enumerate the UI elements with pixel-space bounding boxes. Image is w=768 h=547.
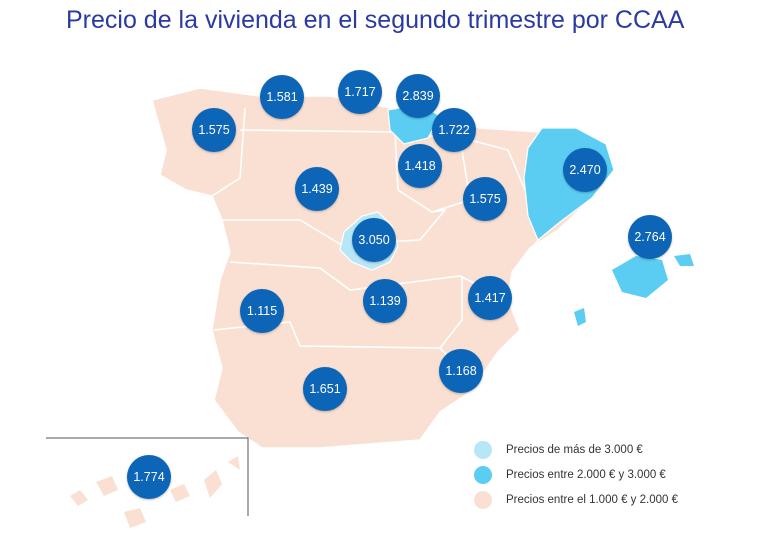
legend-label: Precios entre 2.000 € y 3.000 € [506, 468, 666, 481]
legend-swatch-blue [474, 465, 492, 484]
bubble-valencia: 1.417 [468, 276, 512, 320]
bubble-andalucia: 1.651 [303, 367, 347, 411]
bubble-murcia: 1.168 [439, 349, 483, 393]
bubble-extremadura: 1.115 [240, 289, 284, 333]
map-title: Precio de la vivienda en el segundo trim… [66, 6, 685, 34]
legend-swatch-peach [474, 490, 492, 509]
legend-item: Precios entre el 1.000 € y 2.000 € [474, 487, 678, 512]
bubble-baleares: 2.764 [628, 215, 672, 259]
bubble-castilla-y-leon: 1.439 [295, 167, 339, 211]
bubble-cantabria: 1.717 [338, 70, 382, 114]
bubble-canarias: 1.774 [127, 455, 171, 499]
bubble-navarra: 1.722 [432, 108, 476, 152]
bubble-asturias: 1.581 [260, 75, 304, 119]
bubble-galicia: 1.575 [192, 108, 236, 152]
legend-item: Precios entre 2.000 € y 3.000 € [474, 462, 678, 487]
bubble-la-rioja: 1.418 [398, 144, 442, 188]
legend-label: Precios de más de 3.000 € [506, 443, 643, 456]
bubble-cataluna: 2.470 [563, 148, 607, 192]
canarias-shape [70, 456, 240, 528]
bubble-aragon: 1.575 [463, 177, 507, 221]
canarias-inset-border [46, 437, 249, 516]
legend: Precios de más de 3.000 € Precios entre … [474, 437, 678, 512]
baleares-shape [574, 254, 694, 326]
legend-label: Precios entre el 1.000 € y 2.000 € [506, 493, 678, 506]
bubble-madrid: 3.050 [352, 218, 396, 262]
bubble-castilla-la-mancha: 1.139 [363, 279, 407, 323]
bubble-pais-vasco: 2.839 [396, 74, 440, 118]
legend-item: Precios de más de 3.000 € [474, 437, 678, 462]
legend-swatch-light-blue [474, 440, 492, 459]
